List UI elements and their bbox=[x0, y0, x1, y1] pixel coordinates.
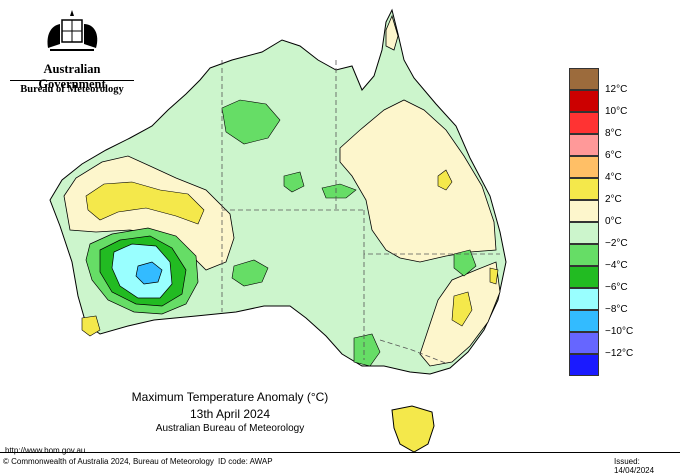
government-logo: Australian Government Bureau of Meteorol… bbox=[8, 8, 134, 96]
state-borders bbox=[221, 60, 500, 365]
legend-label: 2°C bbox=[605, 194, 622, 205]
map-date: 13th April 2024 bbox=[189, 407, 271, 421]
legend-label: −8°C bbox=[605, 304, 628, 315]
anomaly-map bbox=[49, 8, 507, 453]
vic-cool-patch bbox=[353, 333, 381, 367]
legend-swatch bbox=[569, 178, 599, 200]
legend-swatch bbox=[569, 354, 599, 376]
id-code-text: ID code: AWAP bbox=[218, 457, 273, 466]
legend-swatch bbox=[569, 200, 599, 222]
legend-label: 6°C bbox=[605, 150, 622, 161]
legend-swatch bbox=[569, 332, 599, 354]
legend-swatch bbox=[569, 112, 599, 134]
legend-swatch bbox=[569, 244, 599, 266]
nsw-cool-patch bbox=[453, 249, 477, 277]
qld-yellow-patch bbox=[437, 169, 453, 191]
cape-york-warm bbox=[385, 14, 399, 51]
sw-yellow-patch bbox=[81, 315, 101, 337]
legend-swatch bbox=[569, 288, 599, 310]
issued-date-text: Issued: 14/04/2024 bbox=[614, 457, 655, 475]
footer-bar: © Commonwealth of Australia 2024, Bureau… bbox=[0, 452, 680, 475]
legend-label: 8°C bbox=[605, 128, 622, 139]
legend-label: 12°C bbox=[605, 84, 628, 95]
legend-label: −10°C bbox=[605, 326, 634, 337]
nsw-yellow-patch bbox=[451, 291, 473, 327]
legend-label: −12°C bbox=[605, 348, 634, 359]
legend-swatch bbox=[569, 310, 599, 332]
nt-cool-patch bbox=[221, 99, 281, 145]
sa-cool-patch bbox=[231, 259, 269, 287]
bureau-title: Bureau of Meteorology bbox=[20, 84, 124, 95]
legend-swatch bbox=[569, 222, 599, 244]
west-yellow-patch bbox=[85, 181, 205, 225]
legend-label: −2°C bbox=[605, 238, 628, 249]
legend-swatch bbox=[569, 156, 599, 178]
coast-yellow-patch bbox=[489, 267, 499, 285]
legend-label: 4°C bbox=[605, 172, 622, 183]
tasmania bbox=[391, 405, 435, 453]
legend-label: 0°C bbox=[605, 216, 622, 227]
legend-label: −6°C bbox=[605, 282, 628, 293]
colour-legend bbox=[569, 68, 599, 381]
copyright-text: © Commonwealth of Australia 2024, Bureau… bbox=[3, 457, 214, 466]
legend-swatch bbox=[569, 134, 599, 156]
east-warm-region bbox=[339, 99, 497, 263]
legend-label: 10°C bbox=[605, 106, 628, 117]
legend-swatch bbox=[569, 68, 599, 90]
map-title: Maximum Temperature Anomaly (°C) bbox=[131, 390, 329, 404]
map-source: Australian Bureau of Meteorology bbox=[155, 423, 305, 434]
central-cool-patch bbox=[283, 171, 305, 193]
bom-url-link[interactable]: http://www.bom.gov.au bbox=[5, 446, 86, 455]
qld-cool-patch bbox=[321, 183, 357, 199]
cool-region-minus10 bbox=[135, 261, 163, 285]
coat-of-arms-icon bbox=[47, 10, 98, 51]
legend-swatch bbox=[569, 90, 599, 112]
legend-swatch bbox=[569, 266, 599, 288]
legend-label: −4°C bbox=[605, 260, 628, 271]
logo-divider bbox=[10, 80, 134, 81]
